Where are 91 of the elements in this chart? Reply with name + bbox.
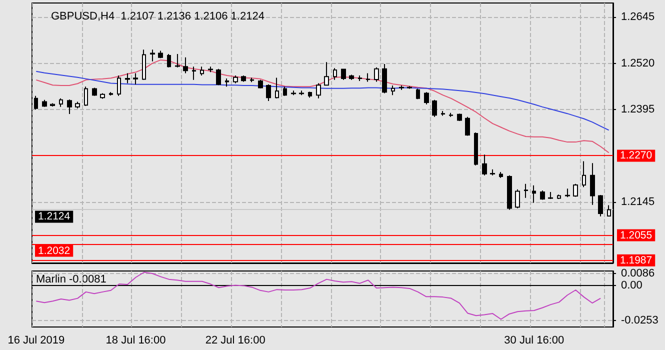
candlestick bbox=[92, 87, 97, 96]
candlestick bbox=[133, 72, 138, 85]
candlestick bbox=[382, 64, 387, 94]
candlestick bbox=[291, 90, 296, 96]
candlestick bbox=[532, 184, 536, 204]
candlestick bbox=[50, 102, 55, 108]
candlestick bbox=[457, 113, 462, 122]
ref-line-label: 1.2124 bbox=[38, 210, 70, 223]
y-tick-label: 0.00 bbox=[621, 279, 642, 292]
candlestick bbox=[449, 112, 453, 118]
candlestick bbox=[374, 66, 379, 82]
candlestick bbox=[557, 194, 561, 200]
x-tick-label: 18 Jul 16:00 bbox=[106, 334, 166, 346]
candlestick bbox=[598, 194, 603, 217]
ref-line-label: 1.2055 bbox=[620, 229, 652, 242]
candlestick bbox=[150, 49, 155, 62]
candlestick bbox=[67, 99, 72, 114]
candlestick bbox=[208, 66, 213, 73]
y-tick-label: 1.2395 bbox=[621, 104, 655, 116]
candlestick bbox=[175, 54, 180, 68]
candlestick bbox=[349, 74, 354, 80]
candlestick bbox=[125, 72, 130, 84]
x-tick-label: 22 Jul 16:00 bbox=[205, 334, 266, 346]
candlestick bbox=[441, 110, 445, 116]
candlestick bbox=[582, 160, 586, 188]
candlestick bbox=[308, 91, 312, 98]
y-tick-label: -0.0253 bbox=[621, 314, 658, 326]
ref-line-label: 1.1987 bbox=[620, 254, 652, 266]
candlestick bbox=[75, 101, 80, 109]
candlestick bbox=[192, 66, 196, 80]
candlestick bbox=[424, 92, 429, 105]
ref-line-label: 1.2270 bbox=[620, 150, 652, 162]
candlestick bbox=[341, 68, 346, 80]
candlestick bbox=[407, 86, 412, 90]
candlestick bbox=[100, 92, 105, 100]
candlestick bbox=[142, 49, 146, 80]
candlestick bbox=[258, 79, 263, 89]
candlestick bbox=[324, 62, 329, 86]
line-series bbox=[36, 70, 610, 131]
candlestick bbox=[540, 190, 545, 200]
candlestick bbox=[200, 66, 204, 76]
candlestick bbox=[432, 99, 437, 118]
candlestick bbox=[515, 188, 520, 209]
candlestick bbox=[358, 74, 362, 82]
line-series bbox=[36, 272, 602, 320]
y-tick-label: 0.0086 bbox=[621, 267, 655, 280]
candlestick bbox=[391, 84, 395, 96]
annotation: Marlin -0.0081 bbox=[36, 274, 106, 286]
text: GBPUSD,H4 1.2107 1.2136 1.2106 1.2124 bbox=[51, 10, 264, 22]
candlestick bbox=[507, 174, 512, 210]
line-series bbox=[36, 59, 610, 154]
candlestick bbox=[316, 82, 321, 99]
candlestick bbox=[573, 183, 578, 198]
candlestick bbox=[499, 172, 503, 178]
candlestick bbox=[233, 74, 238, 84]
candlestick bbox=[117, 74, 121, 96]
candlestick bbox=[399, 84, 404, 90]
ref-line-label: 1.2032 bbox=[38, 244, 70, 257]
candlestick bbox=[283, 86, 287, 96]
candlestick bbox=[490, 168, 495, 176]
candlestick bbox=[158, 50, 163, 59]
y-tick-label: 1.2645 bbox=[621, 11, 655, 24]
candlestick bbox=[109, 92, 113, 96]
candlestick bbox=[216, 68, 221, 86]
candlestick bbox=[167, 54, 171, 68]
candlestick bbox=[225, 78, 229, 88]
candlestick bbox=[482, 154, 487, 176]
candlestick bbox=[266, 84, 271, 102]
candlestick bbox=[524, 183, 528, 198]
candlestick bbox=[84, 86, 88, 106]
candlestick bbox=[416, 88, 420, 100]
candlestick bbox=[565, 188, 570, 198]
candlestick bbox=[241, 74, 246, 82]
y-tick-label: 1.2520 bbox=[621, 57, 655, 70]
candlestick bbox=[607, 204, 611, 217]
x-tick-label: 30 Jul 16:00 bbox=[504, 334, 564, 346]
candlestick bbox=[590, 162, 595, 206]
candlestick bbox=[333, 68, 337, 80]
candlestick bbox=[465, 116, 470, 136]
x-tick-label: 16 Jul 2019 bbox=[8, 334, 65, 346]
candlestick bbox=[183, 56, 188, 74]
candlestick bbox=[548, 191, 553, 200]
candlestick bbox=[59, 98, 63, 108]
candlestick bbox=[42, 99, 47, 108]
candlestick bbox=[34, 95, 38, 110]
candlestick bbox=[250, 77, 254, 83]
candlestick bbox=[366, 72, 370, 82]
candlestick bbox=[275, 77, 279, 99]
candlestick bbox=[299, 90, 304, 96]
candlestick bbox=[474, 132, 478, 166]
y-tick-label: 1.2145 bbox=[621, 196, 655, 208]
